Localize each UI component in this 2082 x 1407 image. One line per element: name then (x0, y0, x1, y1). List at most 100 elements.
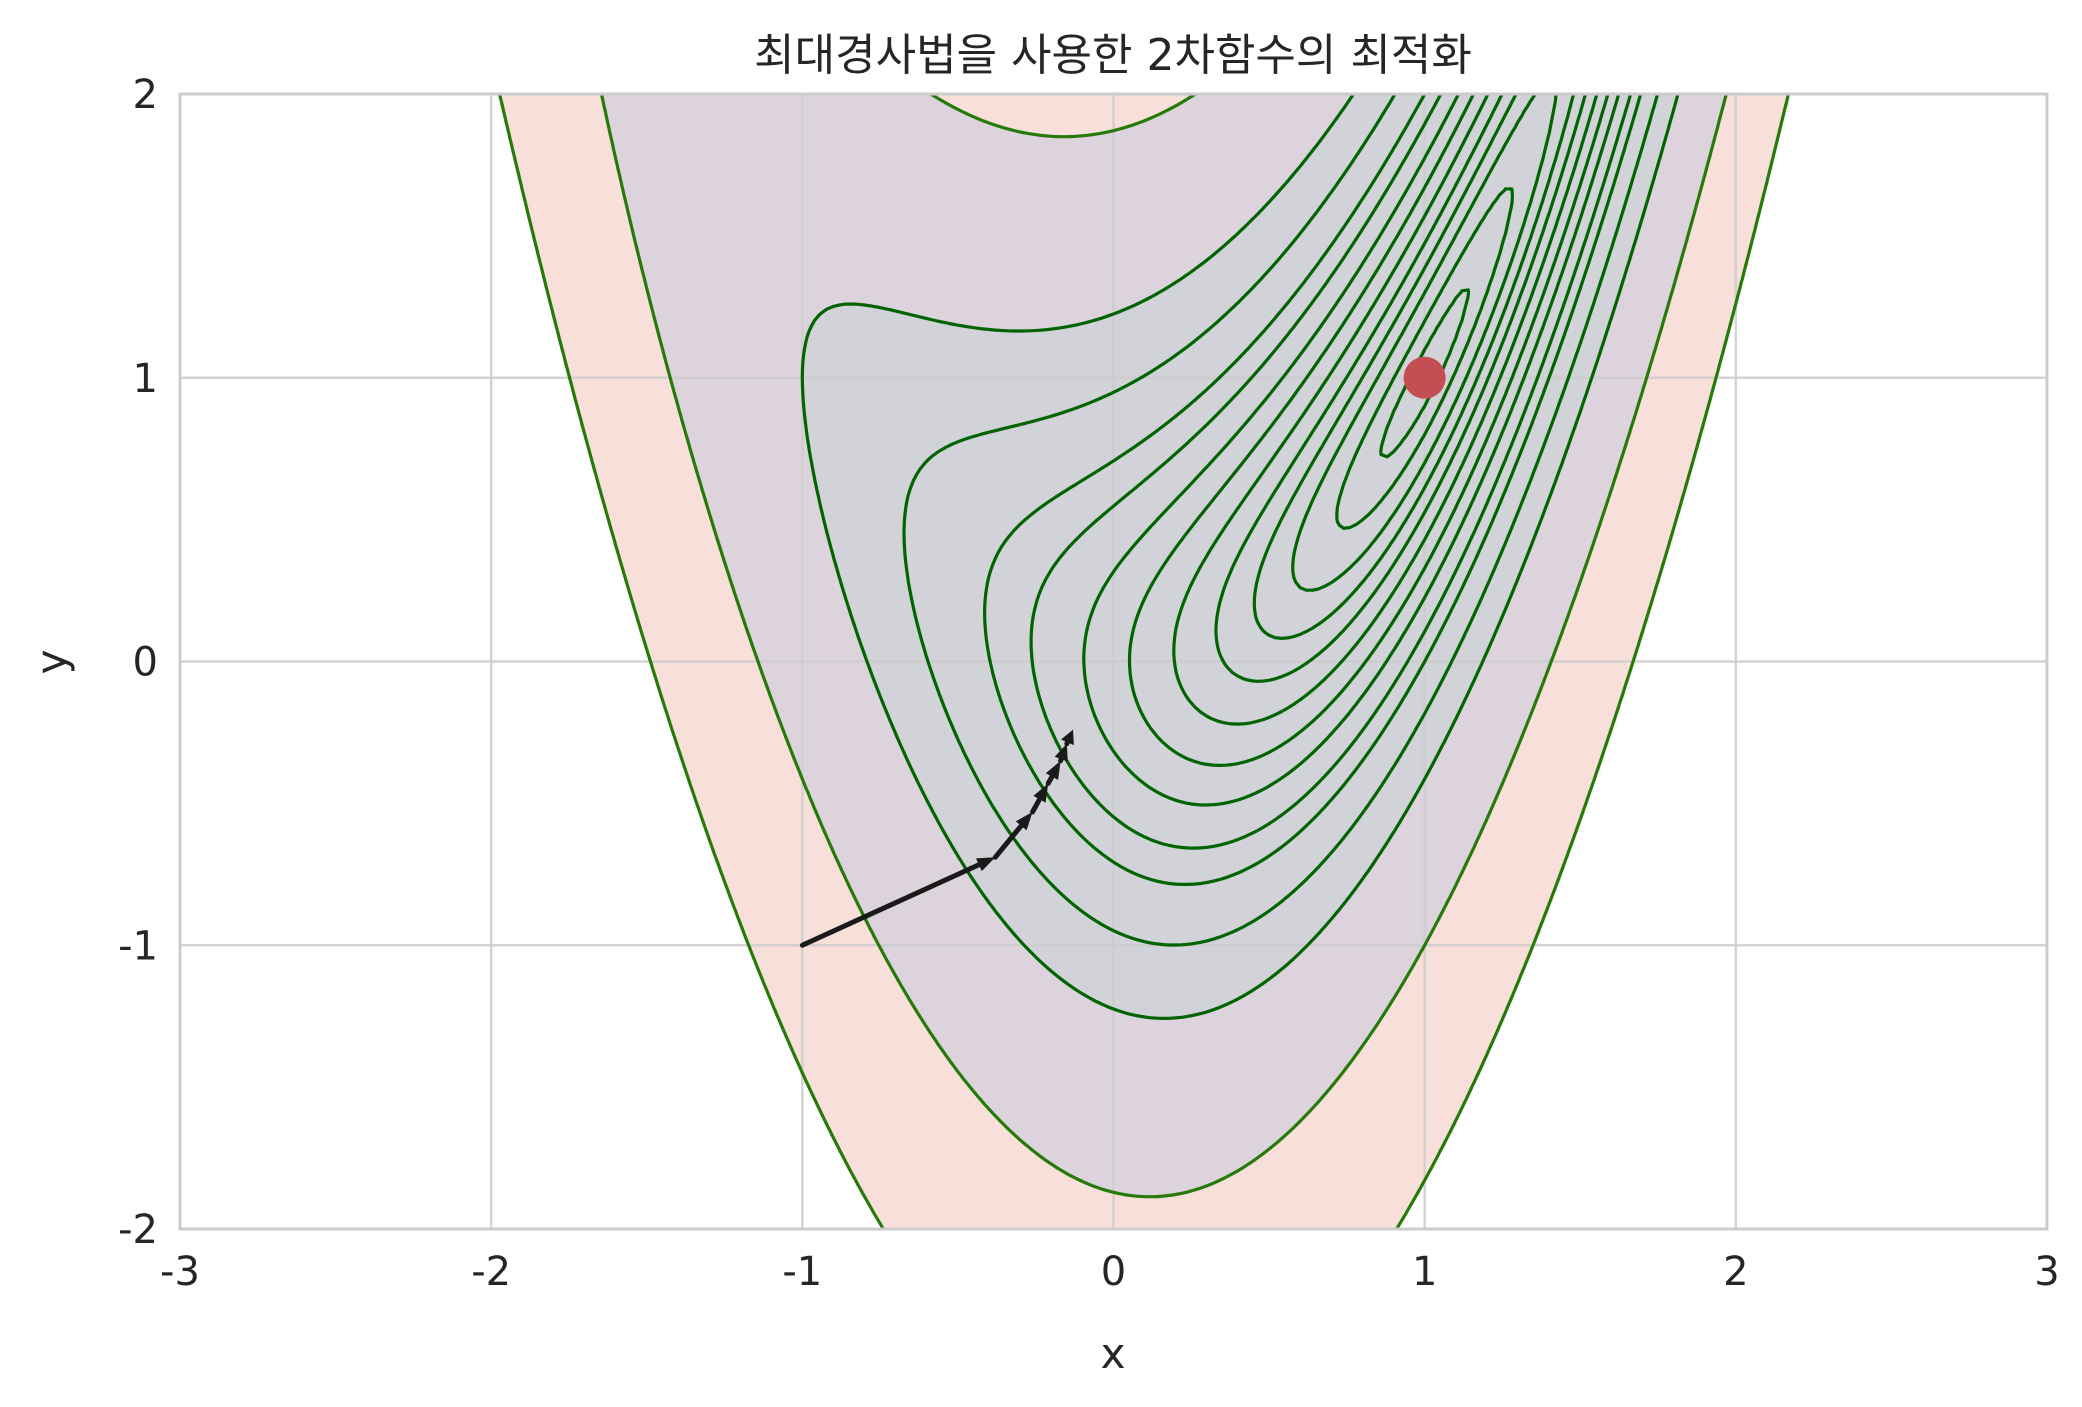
contour-fill-cell (1320, 1098, 1465, 1103)
contour-fill-cell (612, 526, 713, 531)
contour-fill-cell (664, 702, 773, 707)
contour-fill-cell (588, 446, 689, 451)
contour-fill-cell (1388, 842, 1477, 847)
contour-fill-cell (808, 790, 925, 795)
contour-fill-cell (1600, 522, 1677, 527)
contour-fill-cell (712, 842, 829, 847)
contour-fill-cell (612, 134, 1049, 139)
contour-fill-cell (1596, 358, 1653, 363)
contour-fill-cell (776, 1006, 917, 1011)
contour-fill-cell (676, 398, 805, 403)
contour-fill-cell (868, 922, 1005, 927)
contour-fill-cell (812, 322, 953, 327)
contour-fill-cell (1572, 606, 1649, 611)
contour-fill-cell (1688, 230, 1757, 235)
contour-fill-cell (848, 882, 977, 887)
contour-fill-cell (600, 494, 705, 499)
contour-fill-cell (836, 566, 1525, 571)
contour-fill-cell (1344, 902, 1449, 907)
contour-fill-cell (1504, 614, 1569, 619)
contour-fill-cell (1328, 922, 1437, 927)
contour-fill-cell (1392, 830, 1481, 835)
contour-fill-cell (640, 258, 1209, 263)
contour-fill-cell (1284, 966, 1413, 971)
contour-fill-cell (1440, 746, 1517, 751)
contour-fill-cell (812, 462, 1561, 467)
contour-fill-cell (1444, 910, 1549, 915)
contour-fill-cell (848, 878, 973, 883)
contour-fill-cell (504, 106, 605, 111)
contour-fill-cell (1608, 502, 1681, 507)
contour-fill-cell (932, 810, 1405, 815)
contour-fill-cell (872, 1206, 1409, 1211)
contour-fill-cell (672, 378, 805, 383)
contour-fill-cell (840, 866, 965, 871)
contour-fill-cell (656, 322, 813, 327)
contour-fill-cell (676, 734, 785, 739)
contour-fill-cell (1544, 674, 1629, 679)
contour-fill-cell (1560, 634, 1641, 639)
contour-fill-cell (1644, 378, 1717, 383)
contour-fill-cell (580, 422, 685, 427)
contour-fill-cell (1584, 402, 1641, 407)
contour-fill-cell (1656, 346, 1725, 351)
contour-fill-cell (736, 906, 861, 911)
contour-fill-cell (904, 750, 1441, 755)
contour-fill-cell (1484, 826, 1577, 831)
contour-fill-cell (1696, 210, 1761, 215)
contour-fill-cell (636, 246, 1221, 251)
contour-fill-cell (780, 1018, 925, 1023)
contour-fill-cell (508, 130, 609, 135)
contour-fill-cell (1560, 466, 1621, 471)
contour-fill-cell (704, 822, 821, 827)
contour-fill-cell (636, 610, 741, 615)
contour-fill-cell (804, 1074, 961, 1079)
contour-fill-cell (1468, 854, 1569, 859)
contour-fill-cell (972, 1086, 1333, 1091)
contour-fill-cell (980, 1098, 1321, 1103)
contour-fill-cell (808, 426, 1577, 431)
contour-fill-cell (1468, 862, 1565, 867)
contour-fill-cell (1148, 118, 1337, 123)
contour-fill-cell (1448, 898, 1553, 903)
contour-fill-cell (1588, 382, 1645, 387)
contour-fill-cell (1636, 238, 1689, 243)
contour-fill-cell (544, 282, 645, 287)
contour-fill-cell (744, 930, 873, 935)
contour-fill-cell (1480, 666, 1549, 671)
contour-fill-cell (712, 518, 825, 523)
contour-fill-cell (916, 314, 1109, 319)
contour-fill-cell (740, 602, 849, 607)
contour-fill-cell (796, 762, 909, 767)
contour-fill-cell (1036, 1150, 1265, 1155)
contour-fill-cell (1428, 774, 1505, 779)
contour-fill-cell (720, 546, 833, 551)
contour-fill-cell (808, 450, 1569, 455)
contour-fill-cell (1528, 722, 1613, 727)
contour-fill-cell (1608, 330, 1661, 335)
contour-fill-cell (1520, 742, 1609, 747)
contour-fill-cell (624, 570, 729, 575)
contour-fill-cell (500, 94, 601, 99)
contour-fill-cell (856, 898, 989, 903)
contour-fill-cell (876, 682, 1473, 687)
contour-fill-cell (1656, 166, 1709, 171)
contour-fill-cell (872, 934, 1017, 939)
contour-fill-cell (736, 594, 845, 599)
contour-fill-cell (1652, 178, 1705, 183)
contour-fill-cell (784, 726, 893, 731)
contour-fill-cell (1668, 302, 1737, 307)
contour-fill-cell (1672, 286, 1741, 291)
contour-fill-cell (1692, 226, 1757, 231)
contour-fill-cell (892, 970, 1053, 975)
contour-fill-cell (896, 974, 1057, 979)
contour-fill-cell (500, 98, 605, 103)
contour-fill-cell (1412, 966, 1525, 971)
contour-fill-cell (816, 814, 937, 819)
contour-fill-cell (832, 550, 1529, 555)
contour-fill-cell (656, 318, 817, 323)
contour-fill-cell (772, 702, 885, 707)
contour-fill-cell (1512, 590, 1577, 595)
contour-fill-cell (1452, 894, 1553, 899)
contour-fill-cell (952, 846, 1385, 851)
